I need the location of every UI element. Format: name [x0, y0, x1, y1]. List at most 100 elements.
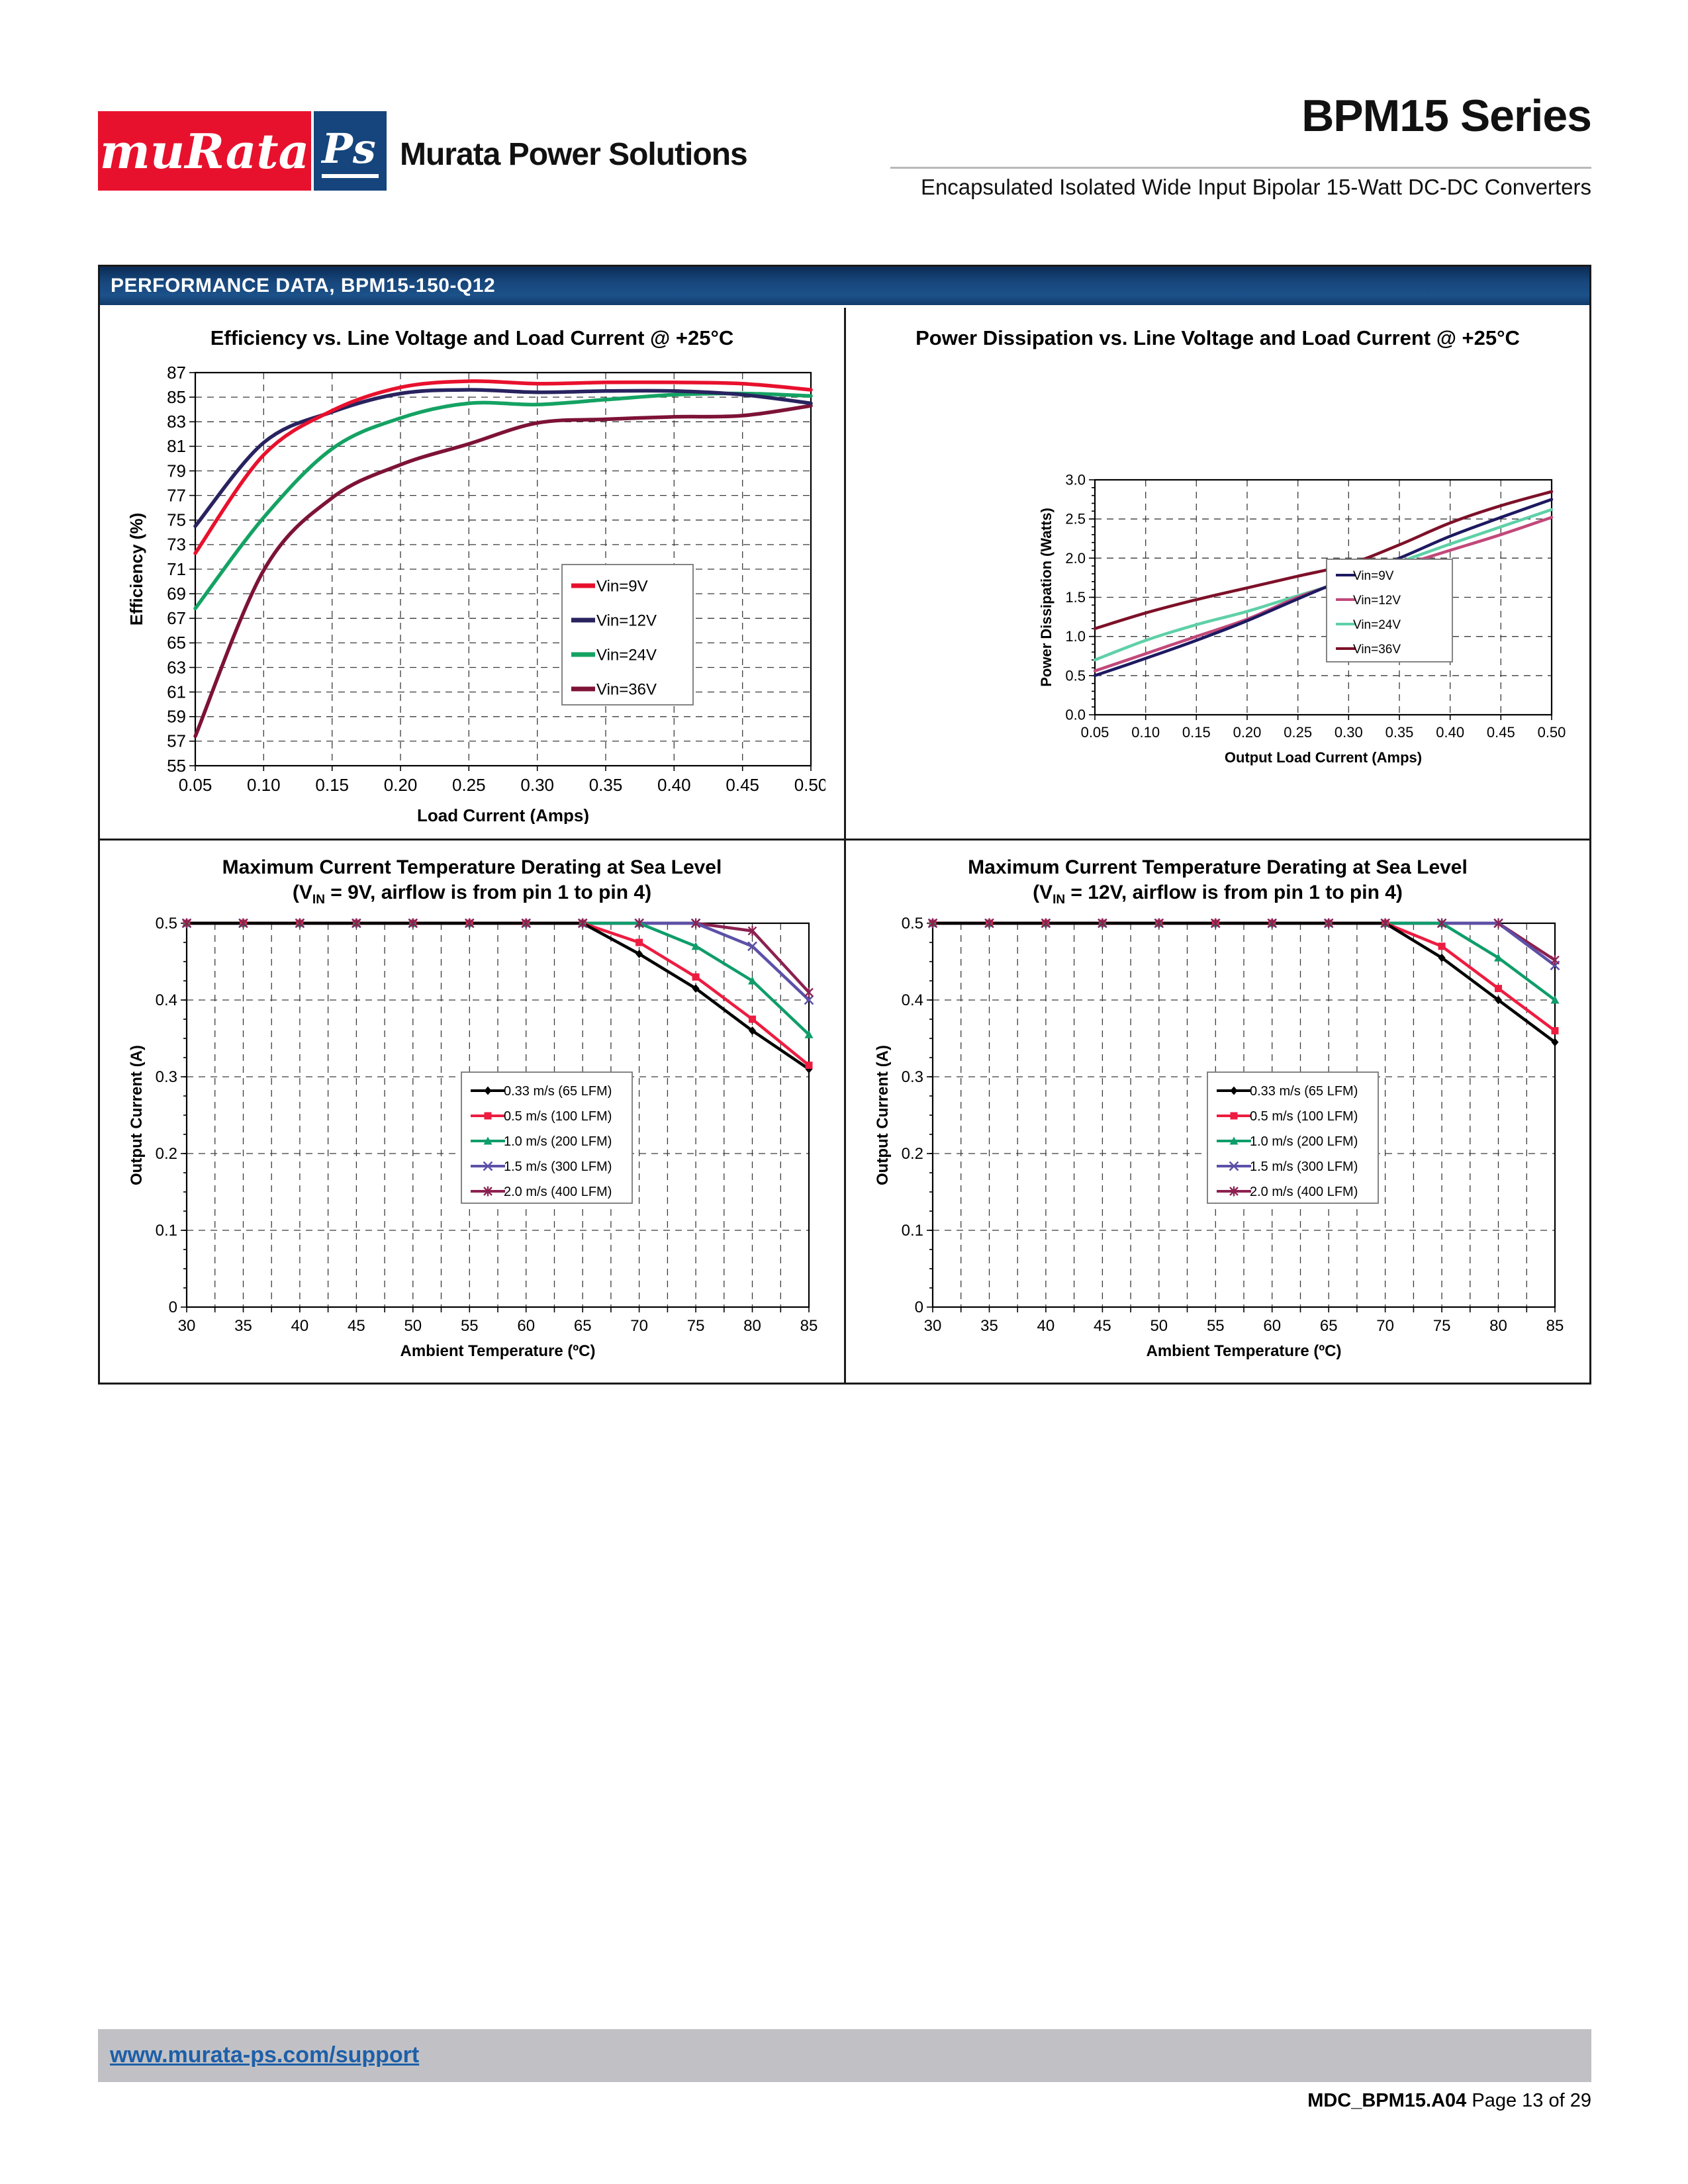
svg-text:55: 55 — [461, 1317, 479, 1335]
derating-9v-chart: 30 35 40 45 50 55 60 65 70 75 80 85 0 0.1 0.2 0.3 0.4 0.5… — [128, 915, 818, 1360]
svg-text:59: 59 — [167, 707, 186, 727]
svg-text:Vin=24V: Vin=24V — [1353, 618, 1401, 632]
svg-text:Vin=12V: Vin=12V — [596, 612, 657, 630]
svg-text:2.5: 2.5 — [1065, 511, 1086, 527]
svg-text:70: 70 — [630, 1317, 648, 1335]
footer-bar: www.murata-ps.com/support — [98, 2029, 1591, 2082]
svg-text:35: 35 — [980, 1317, 998, 1335]
svg-text:Vin=9V: Vin=9V — [596, 578, 648, 596]
svg-text:85: 85 — [167, 387, 186, 407]
svg-text:0.3: 0.3 — [156, 1068, 177, 1086]
svg-text:75: 75 — [1433, 1317, 1451, 1335]
svg-text:0.30: 0.30 — [520, 775, 554, 795]
svg-text:75: 75 — [687, 1317, 705, 1335]
svg-text:57: 57 — [167, 731, 186, 751]
svg-text:85: 85 — [1546, 1317, 1564, 1335]
svg-text:2.0 m/s (400 LFM): 2.0 m/s (400 LFM) — [1250, 1185, 1358, 1199]
svg-text:1.0: 1.0 — [1065, 628, 1086, 645]
support-link[interactable]: www.murata-ps.com/support — [110, 2042, 420, 2068]
svg-text:0.20: 0.20 — [384, 775, 418, 795]
svg-text:Efficiency (%): Efficiency (%) — [126, 513, 146, 626]
svg-text:1.5: 1.5 — [1065, 589, 1086, 606]
svg-text:0.05: 0.05 — [179, 775, 212, 795]
svg-text:79: 79 — [167, 461, 186, 480]
chart-legend: 0.33 m/s (65 LFM) 0.5 m/s (100 LFM) 1.0 m/… — [461, 1071, 633, 1204]
svg-text:Vin=9V: Vin=9V — [1353, 569, 1394, 583]
svg-text:61: 61 — [167, 682, 186, 702]
svg-text:83: 83 — [167, 412, 186, 432]
derating-9v-chart-panel: Maximum Current Temperature Derating at … — [100, 841, 844, 1383]
page-info: MDC_BPM15.A04 Page 13 of 29 — [1307, 2090, 1591, 2112]
svg-text:73: 73 — [167, 535, 186, 555]
power-dissipation-chart-panel: Power Dissipation vs. Line Voltage and L… — [846, 308, 1589, 839]
derating-12v-chart-subtitle: (VIN = 12V, airflow is from pin 1 to pin… — [1033, 882, 1403, 907]
svg-text:0.40: 0.40 — [657, 775, 691, 795]
svg-text:0.5 m/s (100 LFM): 0.5 m/s (100 LFM) — [504, 1109, 612, 1124]
svg-text:40: 40 — [1037, 1317, 1055, 1335]
svg-text:0.5: 0.5 — [1065, 667, 1086, 684]
ps-logo: Ps — [314, 111, 387, 191]
svg-text:75: 75 — [167, 510, 186, 530]
svg-text:Vin=36V: Vin=36V — [1353, 643, 1401, 657]
svg-text:77: 77 — [167, 486, 186, 506]
svg-text:55: 55 — [167, 756, 186, 776]
svg-text:0.0: 0.0 — [1065, 707, 1086, 723]
svg-text:65: 65 — [1320, 1317, 1338, 1335]
murata-logo: muRata — [98, 111, 311, 191]
svg-text:0.33 m/s (65 LFM): 0.33 m/s (65 LFM) — [504, 1084, 612, 1099]
svg-text:0.10: 0.10 — [247, 775, 281, 795]
efficiency-chart-title: Efficiency vs. Line Voltage and Load Cur… — [210, 326, 734, 349]
svg-text:0.25: 0.25 — [1284, 724, 1312, 741]
svg-text:1.5 m/s (300 LFM): 1.5 m/s (300 LFM) — [1250, 1160, 1358, 1174]
svg-text:0.1: 0.1 — [902, 1222, 923, 1240]
efficiency-chart-panel: Efficiency vs. Line Voltage and Load Cur… — [100, 308, 844, 839]
svg-text:0.15: 0.15 — [1182, 724, 1211, 741]
svg-text:67: 67 — [167, 608, 186, 628]
svg-text:0.5 m/s (100 LFM): 0.5 m/s (100 LFM) — [1250, 1109, 1358, 1124]
svg-text:0.5: 0.5 — [156, 915, 177, 933]
svg-text:Output Load Current (Amps): Output Load Current (Amps) — [1225, 749, 1422, 766]
page-subtitle: Encapsulated Isolated Wide Input Bipolar… — [920, 175, 1591, 199]
svg-text:0.5: 0.5 — [902, 915, 923, 933]
chart-legend: Vin=9V Vin=12V Vin=24V Vin=36V — [1326, 559, 1453, 662]
svg-text:69: 69 — [167, 584, 186, 604]
svg-text:0.50: 0.50 — [794, 775, 825, 795]
svg-text:1.0 m/s (200 LFM): 1.0 m/s (200 LFM) — [504, 1134, 612, 1149]
svg-text:0.20: 0.20 — [1233, 724, 1262, 741]
svg-text:71: 71 — [167, 559, 186, 579]
svg-text:0.4: 0.4 — [902, 991, 923, 1009]
svg-text:0.35: 0.35 — [589, 775, 623, 795]
doc-id: MDC_BPM15.A04 — [1307, 2090, 1467, 2111]
svg-text:60: 60 — [517, 1317, 535, 1335]
power-dissipation-chart: 0.05 0.10 0.15 0.20 0.25 0.30 0.35 0.40 0.45 0.50… — [1038, 472, 1566, 766]
svg-text:81: 81 — [167, 436, 186, 456]
panel-divider-vertical — [844, 308, 846, 1383]
murata-logo-text: muRata — [99, 122, 310, 179]
svg-text:0.33 m/s (65 LFM): 0.33 m/s (65 LFM) — [1250, 1084, 1358, 1099]
svg-text:0.50: 0.50 — [1538, 724, 1566, 741]
svg-text:80: 80 — [743, 1317, 761, 1335]
svg-text:0.2: 0.2 — [156, 1145, 177, 1163]
derating-9v-chart-subtitle: (VIN = 9V, airflow is from pin 1 to pin … — [292, 882, 652, 907]
svg-text:0.10: 0.10 — [1131, 724, 1160, 741]
efficiency-chart: 0.05 0.10 0.15 0.20 0.25 0.30 0.35 0.40 0.45 0.50… — [126, 363, 825, 824]
performance-section: PERFORMANCE DATA, BPM15-150-Q12 Efficien… — [98, 265, 1591, 1385]
svg-text:3.0: 3.0 — [1065, 472, 1086, 488]
svg-text:65: 65 — [574, 1317, 592, 1335]
svg-text:85: 85 — [800, 1317, 818, 1335]
company-name: Murata Power Solutions — [400, 137, 748, 172]
svg-text:80: 80 — [1489, 1317, 1507, 1335]
svg-text:63: 63 — [167, 657, 186, 677]
svg-text:Vin=12V: Vin=12V — [1353, 594, 1401, 608]
svg-text:Ambient Temperature (ºC): Ambient Temperature (ºC) — [400, 1342, 595, 1360]
svg-text:50: 50 — [404, 1317, 422, 1335]
svg-text:35: 35 — [234, 1317, 252, 1335]
svg-text:45: 45 — [1094, 1317, 1111, 1335]
svg-text:Output Current (A): Output Current (A) — [128, 1045, 146, 1185]
svg-text:0.30: 0.30 — [1335, 724, 1363, 741]
ps-logo-text: Ps — [322, 124, 379, 178]
panel-divider-horizontal — [100, 839, 1589, 841]
svg-text:Vin=36V: Vin=36V — [596, 681, 657, 699]
svg-text:0.2: 0.2 — [902, 1145, 923, 1163]
